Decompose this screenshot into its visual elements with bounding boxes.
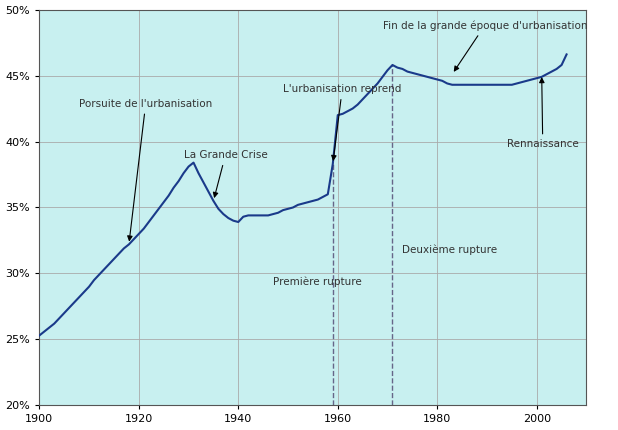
Text: Première rupture: Première rupture [273, 276, 362, 287]
Text: L'urbanisation reprend: L'urbanisation reprend [283, 84, 402, 160]
Text: La Grande Crise: La Grande Crise [184, 150, 268, 197]
Text: Deuxième rupture: Deuxième rupture [402, 245, 497, 255]
Text: Fin de la grande époque d'urbanisation: Fin de la grande époque d'urbanisation [383, 20, 587, 71]
Text: Porsuite de l'urbanisation: Porsuite de l'urbanisation [79, 98, 213, 240]
Text: Rennaissance: Rennaissance [507, 78, 578, 150]
